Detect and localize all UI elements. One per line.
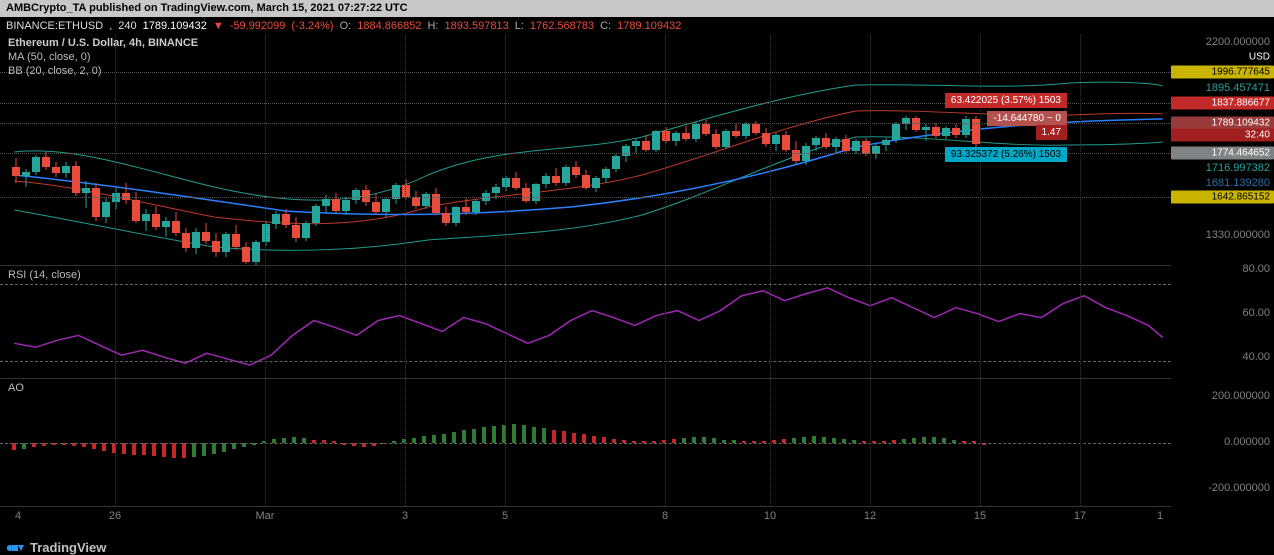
down-arrow-icon: ▼ (213, 20, 224, 32)
h-val: 1893.597813 (444, 20, 508, 32)
symbol-name: BINANCE:ETHUSD (6, 20, 103, 32)
c-val: 1789.109432 (617, 20, 681, 32)
o-label: O: (340, 20, 352, 32)
tradingview-logo-icon (6, 541, 24, 555)
symbol-interval: 240 (118, 20, 136, 32)
symbol-status-row: BINANCE:ETHUSD, 240 1789.109432 ▼ -59.99… (0, 17, 1274, 35)
attribution-bar: AMBCrypto_TA published on TradingView.co… (0, 0, 1274, 17)
price-y-axis: USD2200.000000USD1996.7776451895.4574711… (1171, 35, 1274, 265)
h-label: H: (427, 20, 438, 32)
o-val: 1884.866852 (357, 20, 421, 32)
l-val: 1762.568783 (530, 20, 594, 32)
chart-area[interactable]: Ethereum / U.S. Dollar, 4h, BINANCE MA (… (0, 35, 1274, 555)
ao-pane[interactable]: AO (0, 378, 1171, 506)
last-price: 1789.109432 (143, 20, 207, 32)
change: -59.992099 (230, 20, 286, 32)
ma-indicator-label: MA (50, close, 0) (8, 51, 91, 63)
rsi-pane[interactable]: RSI (14, close) (0, 265, 1171, 378)
bb-indicator-label: BB (20, close, 2, 0) (8, 65, 102, 77)
c-label: C: (600, 20, 611, 32)
rsi-label: RSI (14, close) (8, 269, 81, 281)
change-pct: (-3.24%) (291, 20, 333, 32)
pair-title: Ethereum / U.S. Dollar, 4h, BINANCE (8, 37, 198, 49)
ao-label: AO (8, 382, 24, 394)
l-label: L: (515, 20, 524, 32)
ao-y-axis: 200.0000000.000000-200.000000 (1171, 378, 1274, 506)
brand-text: TradingView (30, 540, 106, 555)
rsi-y-axis: 80.0060.0040.00 (1171, 265, 1274, 378)
price-pane[interactable]: Ethereum / U.S. Dollar, 4h, BINANCE MA (… (0, 35, 1171, 265)
footer-brand[interactable]: TradingView (6, 540, 106, 555)
time-axis: 426Mar358101215171 (0, 506, 1171, 534)
